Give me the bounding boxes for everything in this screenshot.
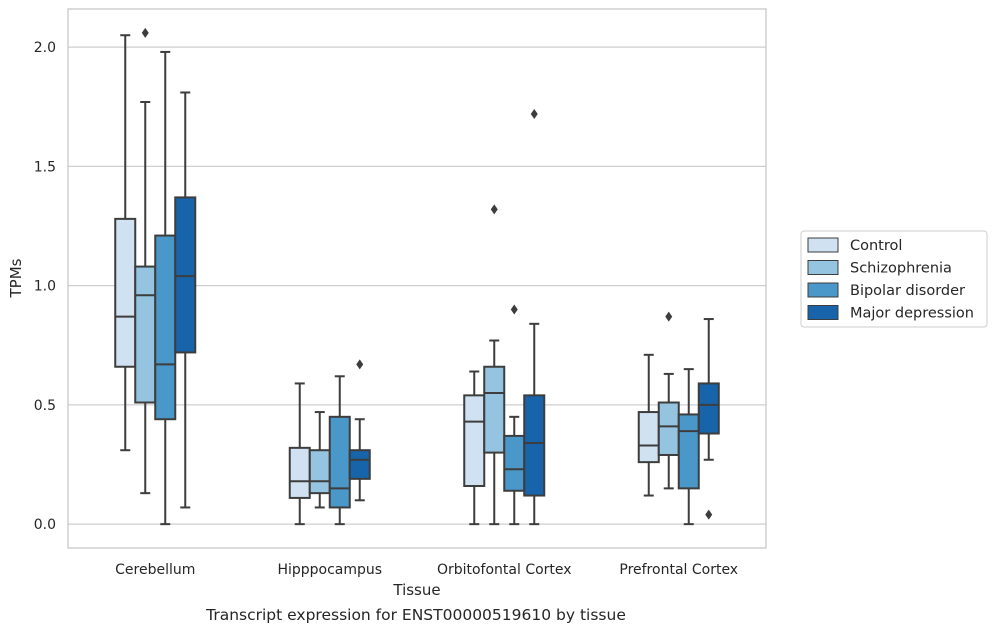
legend-frame [800, 230, 988, 328]
outlier-point [530, 108, 538, 119]
box-major-depression [348, 359, 371, 502]
box-schizophrenia [308, 411, 331, 509]
box-bipolar-disorder [154, 50, 177, 526]
outlier-point [510, 304, 518, 315]
y-axis-ticks: 0.0 0.5 1.0 1.5 2.0 [34, 40, 56, 533]
legend-swatch [807, 282, 839, 298]
x-tick-label: Cerebellum [115, 562, 195, 578]
legend-label: Bipolar disorder [850, 283, 965, 299]
y-tick-label: 1.5 [34, 159, 56, 175]
legend-swatch [807, 305, 839, 320]
legend-swatch [807, 260, 839, 275]
box-iqr [348, 449, 371, 480]
x-tick-label: Orbitofontal Cortex [437, 562, 572, 578]
box-iqr [637, 411, 660, 464]
outlier-point [705, 509, 713, 520]
box-iqr [677, 413, 700, 490]
legend-label: Schizophrenia [850, 261, 952, 277]
box-iqr [657, 401, 680, 456]
outlier-point [356, 359, 364, 370]
box-bipolar-disorder [677, 368, 700, 526]
box-control [637, 353, 660, 497]
box-iqr [134, 265, 157, 404]
legend-label: Control [850, 238, 902, 254]
box-bipolar-disorder [503, 304, 526, 526]
box-iqr [114, 217, 137, 368]
x-axis-ticks: Cerebellum Hipppocampus Orbitofontal Corte… [115, 562, 738, 578]
box-iqr [288, 446, 311, 499]
x-tick-label: Hipppocampus [277, 562, 382, 578]
box-major-depression [523, 108, 546, 526]
box-iqr [503, 434, 526, 492]
box-iqr [328, 415, 351, 509]
y-axis-label: TPMs [7, 258, 25, 298]
box-iqr [174, 196, 197, 354]
box-iqr [154, 234, 177, 421]
plot-area-frame [67, 8, 767, 549]
box-iqr [463, 394, 486, 487]
legend: Control Schizophrenia Bipolar disorder Majo… [800, 230, 988, 328]
x-tick-label: Prefrontal Cortex [619, 562, 738, 578]
outlier-point [141, 27, 149, 38]
figure-caption: Transcript expression for ENST0000051961… [206, 606, 626, 624]
outlier-point [490, 204, 498, 215]
x-axis-label: Tissue [392, 581, 440, 599]
box-schizophrenia [134, 27, 157, 495]
y-tick-label: 0.0 [34, 517, 56, 533]
box-major-depression [174, 91, 197, 509]
boxes [114, 27, 720, 526]
box-major-depression [697, 318, 720, 520]
box-iqr [523, 394, 546, 497]
box-control [463, 370, 486, 526]
legend-label: Major depression [850, 306, 974, 322]
outlier-point [665, 311, 673, 322]
box-iqr [697, 382, 720, 435]
box-bipolar-disorder [328, 375, 351, 526]
y-tick-label: 0.5 [34, 398, 56, 414]
box-iqr [308, 449, 331, 495]
box-iqr [483, 365, 506, 454]
box-control [114, 34, 137, 452]
box-schizophrenia [657, 311, 680, 490]
legend-swatch [807, 237, 839, 253]
box-schizophrenia [483, 204, 506, 526]
y-tick-label: 2.0 [34, 40, 56, 56]
y-tick-label: 1.0 [34, 279, 56, 295]
